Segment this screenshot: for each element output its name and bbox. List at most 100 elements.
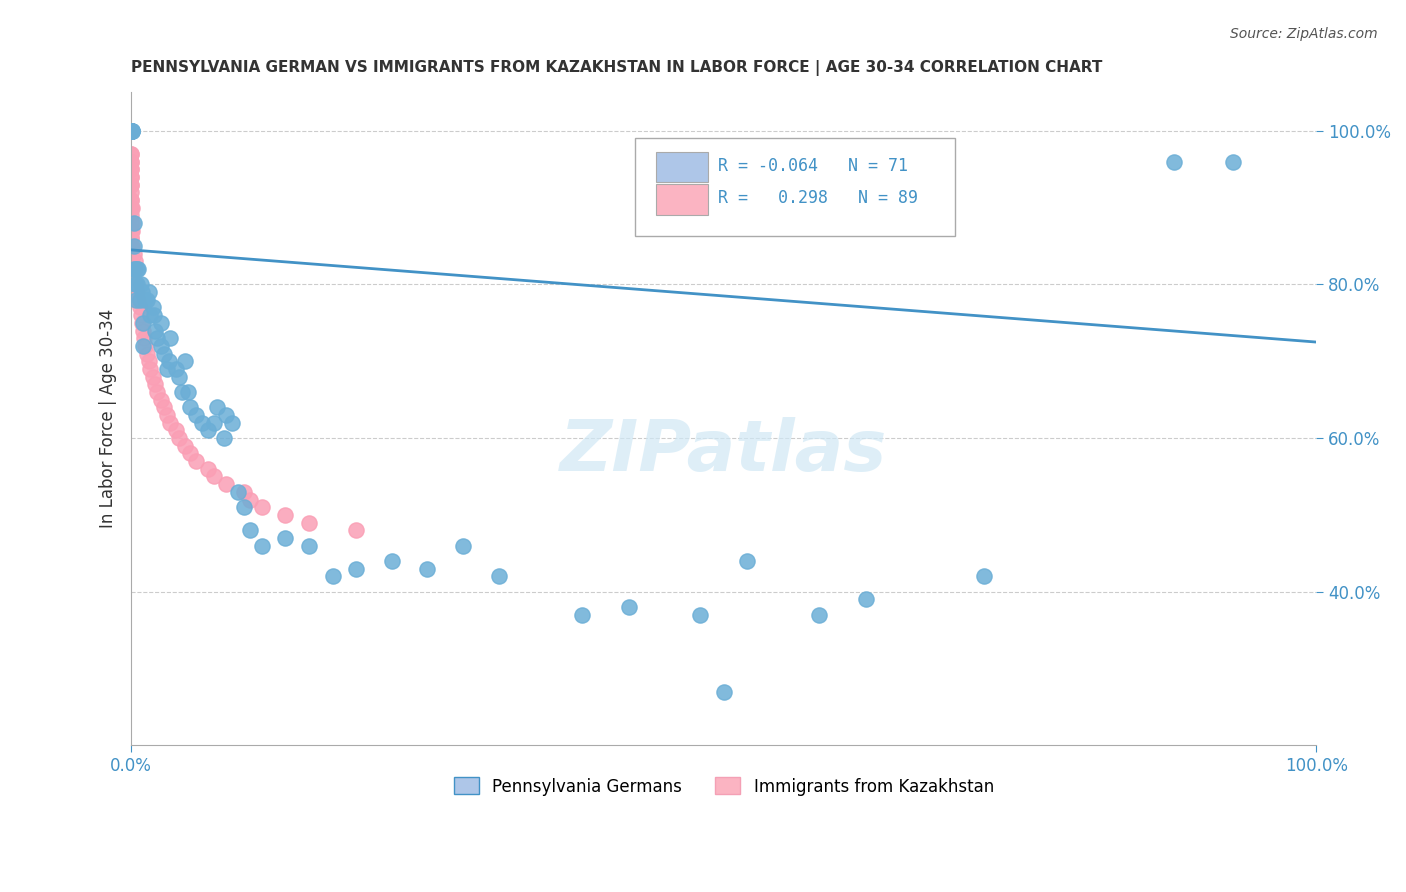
- Point: [120, 201, 142, 215]
- Point: [322, 569, 344, 583]
- Point: [135, 346, 157, 360]
- Point: [121, 239, 143, 253]
- Point: [212, 431, 235, 445]
- Point: [173, 439, 195, 453]
- Point: [221, 416, 243, 430]
- Point: [120, 193, 142, 207]
- Text: ZIPatlas: ZIPatlas: [560, 417, 887, 486]
- Point: [298, 539, 321, 553]
- Point: [120, 124, 142, 138]
- Point: [120, 239, 142, 253]
- Point: [143, 377, 166, 392]
- Point: [172, 384, 194, 399]
- Text: Source: ZipAtlas.com: Source: ZipAtlas.com: [1230, 27, 1378, 41]
- Point: [179, 401, 201, 415]
- Point: [197, 423, 219, 437]
- Point: [120, 124, 142, 138]
- Point: [855, 592, 877, 607]
- Point: [120, 224, 142, 238]
- Point: [122, 239, 145, 253]
- Point: [274, 508, 297, 522]
- Point: [153, 346, 176, 360]
- Point: [128, 293, 150, 307]
- Point: [202, 416, 225, 430]
- Point: [202, 469, 225, 483]
- Point: [142, 308, 165, 322]
- Point: [132, 339, 155, 353]
- Point: [120, 124, 142, 138]
- Point: [298, 516, 321, 530]
- Point: [186, 454, 208, 468]
- Point: [120, 124, 142, 138]
- Point: [120, 193, 142, 207]
- Point: [165, 423, 187, 437]
- Point: [120, 169, 142, 184]
- Point: [120, 216, 142, 230]
- Point: [215, 408, 238, 422]
- Point: [120, 154, 142, 169]
- Point: [127, 262, 149, 277]
- Point: [121, 124, 143, 138]
- Point: [129, 277, 152, 292]
- Point: [120, 239, 142, 253]
- Point: [120, 124, 142, 138]
- Y-axis label: In Labor Force | Age 30-34: In Labor Force | Age 30-34: [100, 310, 117, 528]
- Point: [165, 362, 187, 376]
- Point: [120, 124, 142, 138]
- Point: [121, 216, 143, 230]
- Point: [120, 124, 142, 138]
- Point: [120, 124, 142, 138]
- Point: [143, 324, 166, 338]
- Point: [124, 262, 146, 277]
- Point: [120, 269, 142, 284]
- Point: [149, 392, 172, 407]
- Point: [274, 531, 297, 545]
- Point: [132, 316, 155, 330]
- Point: [381, 554, 404, 568]
- Point: [122, 262, 145, 277]
- Point: [120, 262, 142, 277]
- Point: [173, 354, 195, 368]
- Point: [737, 554, 759, 568]
- Point: [120, 231, 142, 245]
- Point: [120, 178, 142, 192]
- Point: [159, 331, 181, 345]
- Point: [177, 384, 200, 399]
- Point: [120, 162, 142, 177]
- Point: [197, 462, 219, 476]
- Point: [344, 523, 367, 537]
- Point: [121, 124, 143, 138]
- Point: [807, 607, 830, 622]
- Point: [129, 308, 152, 322]
- Point: [120, 124, 142, 138]
- Text: PENNSYLVANIA GERMAN VS IMMIGRANTS FROM KAZAKHSTAN IN LABOR FORCE | AGE 30-34 COR: PENNSYLVANIA GERMAN VS IMMIGRANTS FROM K…: [131, 60, 1102, 76]
- Point: [167, 369, 190, 384]
- Point: [416, 561, 439, 575]
- Point: [179, 446, 201, 460]
- Point: [250, 539, 273, 553]
- Point: [120, 178, 142, 192]
- Point: [134, 331, 156, 345]
- Point: [120, 277, 142, 292]
- Point: [120, 147, 142, 161]
- Point: [121, 224, 143, 238]
- Point: [142, 301, 165, 315]
- Point: [689, 607, 711, 622]
- Point: [127, 277, 149, 292]
- Point: [120, 147, 142, 161]
- Point: [132, 324, 155, 338]
- Point: [156, 408, 179, 422]
- Point: [127, 285, 149, 300]
- Point: [159, 416, 181, 430]
- Point: [186, 408, 208, 422]
- Point: [138, 354, 160, 368]
- Point: [139, 362, 162, 376]
- Point: [120, 124, 142, 138]
- Point: [149, 339, 172, 353]
- Point: [120, 154, 142, 169]
- Point: [120, 201, 142, 215]
- Point: [120, 124, 142, 138]
- Point: [191, 416, 214, 430]
- Point: [120, 124, 142, 138]
- Point: [120, 124, 142, 138]
